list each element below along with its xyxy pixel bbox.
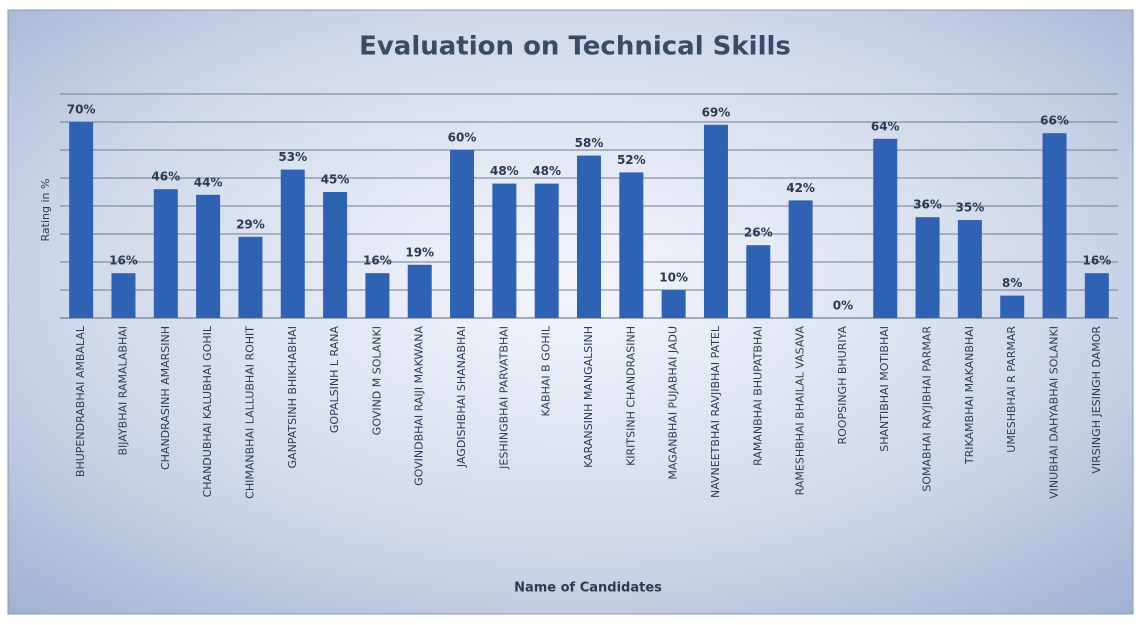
data-label: 29% <box>236 217 265 231</box>
data-label: 66% <box>1040 114 1069 128</box>
x-tick-label: ROOPSINGH BHURIYA <box>836 326 849 445</box>
x-tick-label: GOVIND M SOLANKI <box>370 326 383 435</box>
data-label: 70% <box>67 103 96 117</box>
data-label: 64% <box>871 119 900 133</box>
data-label: 69% <box>702 105 731 119</box>
x-tick-label: UMESHBHAI R PARMAR <box>1005 326 1018 453</box>
x-tick-label: KARANSINH MANGALSINH <box>582 326 595 468</box>
bar <box>1000 295 1025 318</box>
x-tick-label: JESHINGBHAI PARVATBHAI <box>497 326 510 470</box>
data-label: 42% <box>786 181 815 195</box>
data-label: 36% <box>913 198 942 212</box>
data-label: 16% <box>109 254 138 268</box>
bar <box>69 122 94 318</box>
bar <box>280 169 305 318</box>
x-tick-label: TRIKAMBHAI MAKANBHAI <box>963 326 976 465</box>
x-tick-label: RAMANBHAI BHUPATBHAI <box>751 326 764 466</box>
data-label: 26% <box>744 226 773 240</box>
x-tick-label: RAMESHBHAI BHAILAL VASAVA <box>794 326 807 496</box>
bar <box>661 290 686 318</box>
x-tick-label: VINUBHAI DAHYABHAI SOLANKI <box>1048 326 1061 499</box>
bar <box>111 273 136 318</box>
x-tick-label: SOMABHAI RAYJIBHAI PARMAR <box>921 326 934 492</box>
data-label: 60% <box>448 131 477 145</box>
x-tick-label: BHUPENDRABHAI AMBALAL <box>74 325 87 477</box>
data-label: 46% <box>151 170 180 184</box>
x-tick-label: KABHAI B GOHIL <box>540 325 553 416</box>
data-label: 10% <box>659 271 688 285</box>
data-label: 58% <box>575 136 604 150</box>
x-tick-label: MAGANBHAI PUJABHAI JADU <box>667 326 680 480</box>
bar <box>534 183 559 318</box>
data-label: 44% <box>194 175 223 189</box>
bar <box>238 236 263 318</box>
x-tick-label: KIRITSINH CHANDRASINH <box>624 326 637 466</box>
x-tick-label: CHANDUBHAI KALUBHAI GOHIL <box>201 325 214 497</box>
x-tick-label: CHIMANBHAI LALLUBHAI ROHIT <box>243 326 256 499</box>
x-tick-label: SHANTIBHAI MOTIBHAI <box>878 326 891 452</box>
bar <box>365 273 390 318</box>
x-tick-label: GOVINDBHAI RAIJI MAKWANA <box>413 326 426 486</box>
data-label: 19% <box>405 245 434 259</box>
bar <box>873 138 898 318</box>
bar <box>788 200 813 318</box>
bar <box>153 189 178 318</box>
bar <box>957 220 982 318</box>
bar <box>703 124 728 318</box>
x-tick-label: VIRSINGH JESINGH DAMOR <box>1090 326 1103 474</box>
bar <box>746 245 771 318</box>
data-label: 16% <box>1082 254 1111 268</box>
bar <box>450 150 475 318</box>
x-tick-label: CHANDRASINH AMARSINH <box>159 326 172 470</box>
data-label: 45% <box>321 173 350 187</box>
x-tick-label: JAGDISHBHAI SHANABHAI <box>455 326 468 468</box>
data-label: 16% <box>363 254 392 268</box>
bar <box>407 264 432 318</box>
bar <box>619 172 644 318</box>
bar <box>196 194 221 318</box>
bar <box>492 183 517 318</box>
x-tick-label: NAVNEETBHAI RAVJIBHAI PATEL <box>709 325 722 498</box>
data-label: 48% <box>490 164 519 178</box>
x-axis-title: Name of Candidates <box>514 581 662 596</box>
chart-background <box>7 9 1134 615</box>
bar <box>1084 273 1109 318</box>
data-label: 48% <box>532 164 561 178</box>
chart-title: Evaluation on Technical Skills <box>359 32 791 62</box>
bar <box>1042 133 1067 318</box>
y-axis-title: Rating in % <box>39 179 52 242</box>
data-label: 53% <box>278 150 307 164</box>
x-tick-label: BIJAYBHAI RAMALABHAI <box>116 326 129 456</box>
data-label: 8% <box>1002 276 1022 290</box>
bar <box>577 155 601 318</box>
x-tick-label: GOPALSINH L RANA <box>328 326 341 434</box>
bar <box>915 217 940 318</box>
bar <box>323 192 348 318</box>
data-label: 0% <box>833 299 853 313</box>
data-label: 35% <box>956 201 985 215</box>
x-tick-label: GANPATSINH BHIKHABHAI <box>286 326 299 468</box>
data-label: 52% <box>617 153 646 167</box>
